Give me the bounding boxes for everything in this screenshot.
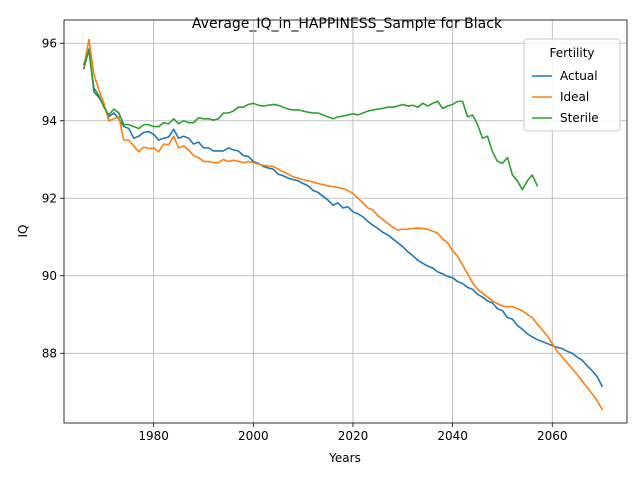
legend-box [523, 38, 621, 132]
x-axis-label: Years [328, 451, 361, 465]
series-line-sterile [82, 50, 539, 191]
y-tick-label: 96 [42, 36, 57, 50]
series-layer [82, 38, 604, 411]
legend-label-ideal: Ideal [560, 90, 589, 104]
legend-label-sterile: Sterile [560, 111, 599, 125]
series-line-actual [82, 48, 604, 388]
series-line-ideal [82, 38, 604, 411]
y-axis-label: IQ [16, 225, 30, 238]
y-tick-label: 94 [42, 114, 57, 128]
y-tick-label: 90 [42, 269, 57, 283]
legend-label-actual: Actual [560, 69, 598, 83]
x-tick-label: 2020 [338, 429, 369, 443]
chart-title: Average_IQ_in_HAPPINESS_Sample for Black [192, 16, 503, 32]
y-tick-label: 92 [42, 191, 57, 205]
legend-title: Fertility [549, 46, 594, 60]
axis-layer: 1980 2000 2020 2040 2060 88 90 92 94 96 [42, 36, 568, 443]
x-tick-label: 2040 [437, 429, 468, 443]
x-tick-label: 1980 [138, 429, 169, 443]
x-tick-label: 2000 [238, 429, 269, 443]
legend-entries: Actual Ideal Sterile [532, 69, 599, 125]
legend: Fertility Actual Ideal Sterile [523, 38, 621, 132]
x-tick-label: 2060 [537, 429, 568, 443]
y-tick-label: 88 [42, 346, 57, 360]
plot-frame [63, 19, 628, 424]
